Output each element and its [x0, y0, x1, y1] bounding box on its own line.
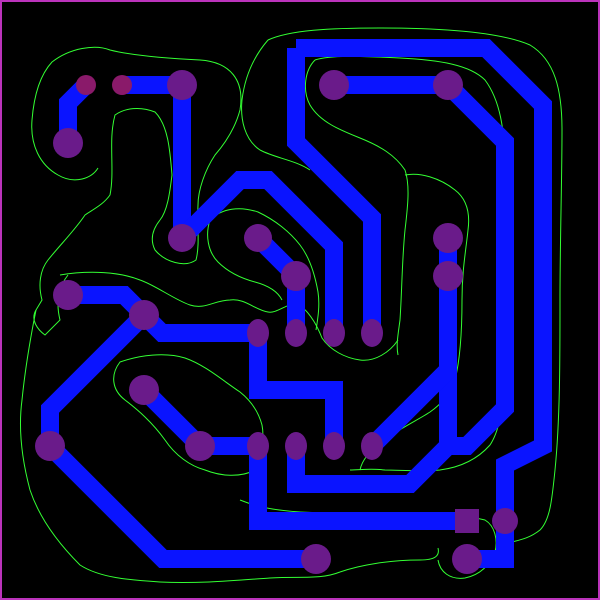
pad-bottom-left [35, 431, 65, 461]
ic-pad-bottom-1 [247, 432, 269, 460]
track-left-diagonal [41, 308, 151, 446]
track-bottom-to-square-pad [249, 446, 467, 530]
pad-top-right-2 [433, 70, 463, 100]
isolation-outline-left-chain [19, 271, 399, 584]
track-top-right-long [441, 78, 514, 455]
component-pads [35, 70, 518, 574]
ic-pad-top-1 [247, 319, 269, 347]
ic-pad-bottom-3 [323, 432, 345, 460]
ic-pad-top-2 [285, 319, 307, 347]
isolation-outline-center [207, 208, 320, 331]
track-outer-loop [296, 39, 552, 568]
pad-left-2 [129, 300, 159, 330]
pad-top-right-1 [319, 70, 349, 100]
pad-center-1 [244, 224, 272, 252]
pad-top-left-small-a [76, 75, 96, 95]
pad-left-1 [53, 280, 83, 310]
track-middle-bend [249, 333, 343, 446]
pad-top-left-2 [167, 70, 197, 100]
ic-pad-bottom-2 [285, 432, 307, 460]
track-left-to-center [137, 308, 258, 342]
track-diagonal-center [175, 171, 343, 333]
pad-bottom-right-2 [492, 508, 518, 534]
pad-middle-left [129, 375, 159, 405]
isolation-outline-top-right [241, 27, 563, 543]
pad-bottom-center [301, 544, 331, 574]
pad-bottom-right-1 [452, 544, 482, 574]
pad-top-left-small-b [112, 75, 132, 95]
pad-top-left-1 [53, 128, 83, 158]
track-right-pad-pair [365, 276, 457, 453]
isolation-outline-top-left [31, 46, 242, 336]
isolation-outline-middle-left [113, 354, 264, 476]
ic-pad-bottom-4 [361, 432, 383, 460]
pad-top-left-3 [168, 224, 196, 252]
track-outer-inner-left [287, 48, 381, 333]
ic-pad-top-3 [323, 319, 345, 347]
track-bottom-left [43, 439, 316, 568]
ic-pad-top-4 [361, 319, 383, 347]
copper-tracks [41, 39, 552, 568]
pad-center-2 [281, 261, 311, 291]
pad-right-1 [433, 223, 463, 253]
pad-square [455, 509, 479, 533]
pad-right-2 [433, 261, 463, 291]
pad-middle-row-2 [185, 431, 215, 461]
